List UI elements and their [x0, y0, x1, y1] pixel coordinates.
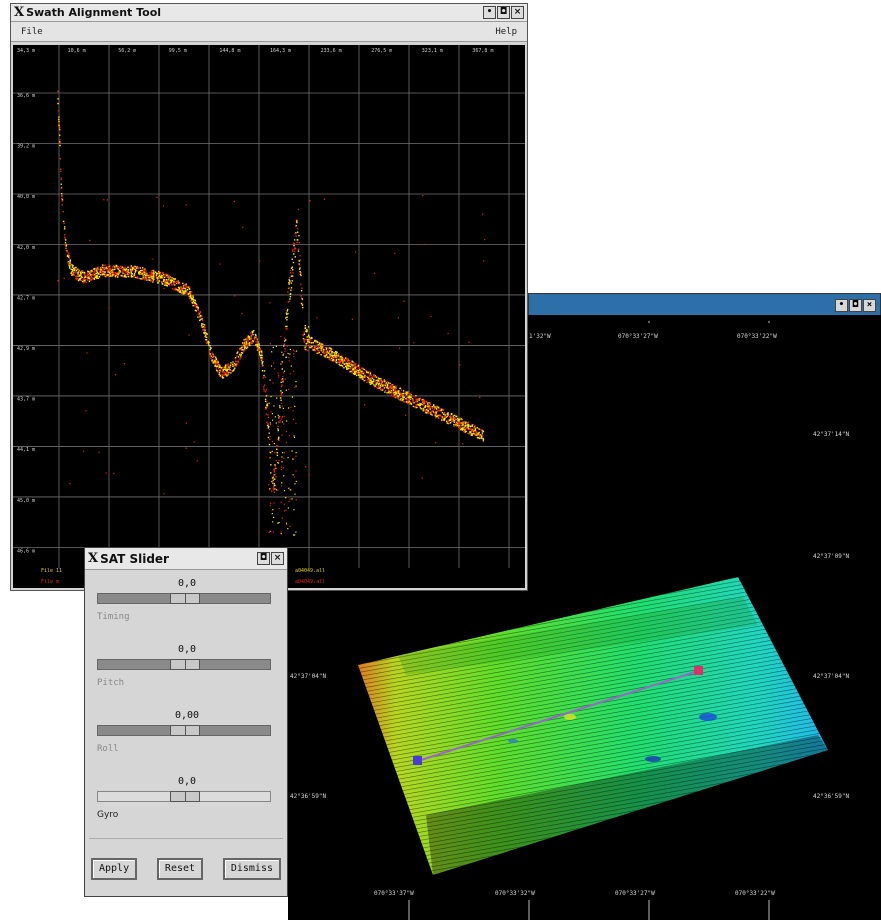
profile-svg: 34,3 m 10,6 m 56,2 m 99,5 m 144,8 m 164,3 m 23… [13, 45, 525, 585]
map-top-strip [528, 316, 881, 321]
close-icon[interactable]: × [511, 6, 524, 19]
right-coord-2: 42°37'09"N [813, 553, 850, 560]
maximize-icon[interactable]: ◘ [497, 6, 510, 19]
x-logo-icon: X [88, 551, 99, 566]
y-tick-label: 42,7 m [17, 295, 35, 301]
minimize-icon[interactable]: • [483, 6, 496, 19]
bottom-coord-1: 070°33'37"W [374, 890, 414, 897]
slider-window-title: SAT Slider [100, 551, 169, 566]
x-logo-icon: X [14, 5, 25, 20]
y-tick-label: 39,2 m [17, 144, 35, 150]
top-coord-2: 070°33'27"W [618, 333, 658, 340]
status-file-label-2: File m [41, 579, 59, 585]
x-tick-label: 367,8 m [472, 48, 493, 54]
end-marker[interactable] [694, 666, 703, 675]
x-tick-label: 276,5 m [371, 48, 392, 54]
maximize-icon[interactable]: ◘ [257, 552, 270, 565]
swath-alignment-window: X Swath Alignment Tool • ◘ × File Help 3… [10, 3, 528, 591]
pitch-slider-row: 0,0 Pitch [97, 642, 277, 704]
roll-slider[interactable] [97, 725, 271, 736]
minimize-icon[interactable]: • [835, 298, 848, 312]
x-tick-label: 164,3 m [270, 48, 291, 54]
gyro-slider-thumb[interactable] [170, 791, 200, 802]
sounding-points [57, 90, 486, 536]
slider-titlebar[interactable]: X SAT Slider ◘ × [85, 548, 287, 570]
button-separator [89, 838, 283, 839]
y-tick-label: 46,6 m [17, 548, 35, 554]
swath-profile-plot[interactable]: 34,3 m 10,6 m 56,2 m 99,5 m 144,8 m 164,3 m 23… [13, 45, 525, 588]
x-tick-label: 144,8 m [219, 48, 240, 54]
x-tick-label: 34,3 m [17, 48, 35, 54]
bottom-coord-2: 070°33'32"W [495, 890, 535, 897]
map-top-labels: 1'32"W 070°33'27"W 070°33'22"W [529, 315, 881, 340]
y-tick-label: 40,0 m [17, 194, 35, 200]
y-tick-label: 45,0 m [17, 498, 35, 504]
roll-slider-thumb[interactable] [170, 725, 200, 736]
gyro-label: Gyro [97, 810, 119, 820]
menubar: File Help [11, 22, 527, 42]
y-tick-label: 44,1 m [17, 447, 35, 453]
status-file-label: File 11 [41, 568, 62, 574]
y-tick-label: 42,0 m [17, 245, 35, 251]
timing-slider-thumb[interactable] [170, 593, 200, 604]
y-tick-label: 42,9 m [17, 346, 35, 352]
gyro-slider[interactable] [97, 791, 271, 802]
menu-help[interactable]: Help [495, 26, 517, 37]
pitch-value: 0,0 [177, 644, 197, 655]
top-coord-3: 070°33'22"W [737, 333, 777, 340]
window-title: Swath Alignment Tool [26, 6, 162, 19]
y-tick-label: 36,6 m [17, 93, 35, 99]
left-coord-1: 42°37'04"N [290, 673, 327, 680]
timing-slider-row: 0,0 Timing [97, 576, 277, 638]
y-tick-label: 43,7 m [17, 397, 35, 403]
maximize-icon[interactable]: ◘ [849, 298, 862, 312]
close-icon[interactable]: × [271, 552, 284, 565]
right-coord-1: 42°37'14"N [813, 431, 850, 438]
timing-label: Timing [97, 612, 130, 622]
status-filename: a04049.all [295, 568, 325, 574]
x-tick-label: 99,5 m [169, 48, 187, 54]
x-tick-label: 233,6 m [321, 48, 342, 54]
apply-button[interactable]: Apply [91, 858, 138, 880]
status-filename-2: a04049.all [295, 579, 325, 585]
pitch-slider-thumb[interactable] [170, 659, 200, 670]
roll-slider-row: 0,00 Roll [97, 708, 277, 770]
gyro-slider-row: 0,0 Gyro [97, 774, 277, 836]
bathymetry-map [358, 315, 828, 920]
left-coord-2: 42°36'59"N [290, 793, 327, 800]
reset-button[interactable]: Reset [156, 858, 204, 880]
right-coord-3: 42°37'04"N [813, 673, 850, 680]
right-coord-4: 42°36'59"N [813, 793, 850, 800]
pitch-slider[interactable] [97, 659, 271, 670]
bottom-coord-3: 070°33'27"W [615, 890, 655, 897]
roll-value: 0,00 [174, 710, 200, 721]
menu-file[interactable]: File [21, 26, 43, 37]
x-tick-label: 10,6 m [68, 48, 86, 54]
timing-slider[interactable] [97, 593, 271, 604]
sat-titlebar[interactable]: X Swath Alignment Tool • ◘ × [11, 4, 527, 22]
bottom-coord-4: 070°33'22"W [735, 890, 775, 897]
close-icon[interactable]: × [863, 298, 876, 312]
top-coord-1: 1'32"W [529, 333, 551, 340]
sat-slider-window: X SAT Slider ◘ × 0,0 Timing 0,0 Pitch 0,… [84, 547, 288, 897]
pitch-label: Pitch [97, 678, 125, 688]
gyro-value: 0,0 [177, 776, 197, 787]
x-tick-label: 56,2 m [118, 48, 136, 54]
timing-value: 0,0 [177, 578, 197, 589]
dismiss-button[interactable]: Dismiss [222, 858, 281, 880]
x-tick-label: 323,1 m [422, 48, 443, 54]
roll-label: Roll [97, 744, 119, 754]
map-titlebar[interactable]: • ◘ × [529, 294, 880, 316]
start-marker[interactable] [413, 756, 422, 765]
